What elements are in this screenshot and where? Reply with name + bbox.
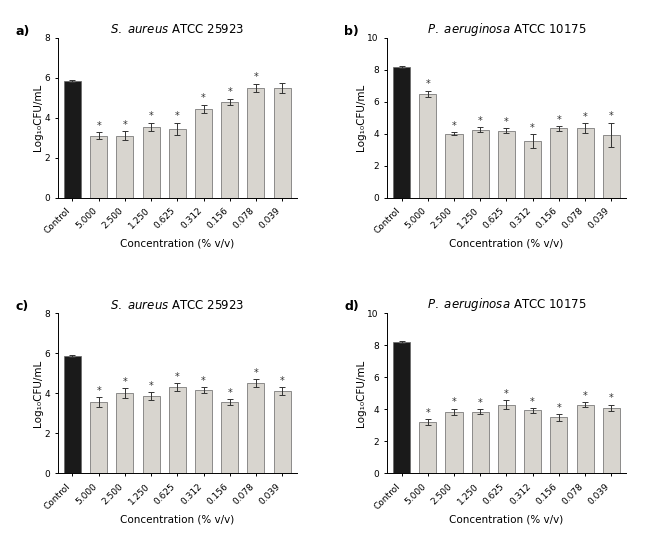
Title: $\it{S.\ aureus}$ ATCC 25923: $\it{S.\ aureus}$ ATCC 25923 — [110, 24, 244, 37]
Y-axis label: Log₁₀CFU/mL: Log₁₀CFU/mL — [356, 360, 366, 427]
Bar — [602, 408, 620, 473]
Text: *: * — [253, 72, 258, 82]
Text: *: * — [149, 381, 154, 391]
Text: *: * — [175, 111, 180, 122]
Bar — [248, 88, 264, 198]
Text: *: * — [123, 120, 127, 130]
Text: *: * — [582, 391, 588, 401]
Bar — [195, 109, 212, 198]
Text: *: * — [609, 393, 613, 404]
Text: *: * — [149, 111, 154, 122]
Bar — [577, 405, 593, 473]
Bar — [169, 129, 186, 198]
Bar — [524, 141, 541, 198]
Bar — [393, 342, 410, 473]
Bar — [550, 128, 568, 198]
Text: c): c) — [15, 300, 28, 314]
Bar — [90, 402, 107, 473]
Text: *: * — [530, 123, 535, 133]
Y-axis label: Log₁₀CFU/mL: Log₁₀CFU/mL — [33, 360, 43, 427]
Bar — [471, 130, 489, 198]
Title: $\it{P.\ aeruginosa}$ ATCC 10175: $\it{P.\ aeruginosa}$ ATCC 10175 — [426, 296, 586, 313]
Text: *: * — [478, 398, 482, 408]
Text: *: * — [280, 376, 284, 386]
Text: *: * — [96, 121, 101, 131]
Text: b): b) — [344, 25, 359, 38]
Text: a): a) — [15, 25, 30, 38]
Text: *: * — [478, 116, 482, 126]
Bar — [550, 417, 568, 473]
Text: *: * — [426, 408, 430, 418]
X-axis label: Concentration (% v/v): Concentration (% v/v) — [450, 514, 564, 524]
Bar — [471, 412, 489, 473]
Bar — [524, 410, 541, 473]
Text: *: * — [451, 398, 457, 407]
Bar — [577, 128, 593, 198]
Text: d): d) — [344, 300, 359, 314]
Bar — [498, 131, 515, 198]
Text: *: * — [123, 377, 127, 387]
Text: *: * — [426, 79, 430, 89]
Bar — [446, 412, 462, 473]
Title: $\it{S.\ aureus}$ ATCC 25923: $\it{S.\ aureus}$ ATCC 25923 — [110, 299, 244, 312]
Bar — [90, 136, 107, 198]
Bar — [273, 88, 291, 198]
Text: *: * — [201, 94, 206, 103]
Text: *: * — [609, 111, 613, 121]
X-axis label: Concentration (% v/v): Concentration (% v/v) — [450, 238, 564, 249]
Bar — [419, 94, 436, 198]
Bar — [419, 422, 436, 473]
Bar — [143, 397, 159, 473]
Text: *: * — [201, 376, 206, 386]
Text: *: * — [557, 403, 561, 413]
Bar — [116, 393, 134, 473]
Bar — [169, 387, 186, 473]
Text: *: * — [582, 112, 588, 122]
Bar — [221, 402, 238, 473]
Bar — [64, 81, 81, 198]
X-axis label: Concentration (% v/v): Concentration (% v/v) — [120, 238, 234, 249]
Text: *: * — [557, 115, 561, 125]
Bar — [221, 102, 238, 198]
Bar — [143, 127, 159, 198]
Text: *: * — [227, 87, 232, 97]
Text: *: * — [504, 388, 509, 399]
Bar — [195, 391, 212, 473]
Bar — [498, 405, 515, 473]
Text: *: * — [253, 368, 258, 378]
Y-axis label: Log₁₀CFU/mL: Log₁₀CFU/mL — [356, 84, 366, 151]
Text: *: * — [530, 397, 535, 407]
Text: *: * — [175, 372, 180, 382]
Bar — [602, 134, 620, 198]
Bar — [116, 136, 134, 198]
Text: *: * — [504, 117, 509, 127]
Text: *: * — [451, 121, 457, 131]
Bar — [248, 383, 264, 473]
Title: $\it{P.\ aeruginosa}$ ATCC 10175: $\it{P.\ aeruginosa}$ ATCC 10175 — [426, 20, 586, 38]
Y-axis label: Log₁₀CFU/mL: Log₁₀CFU/mL — [33, 84, 43, 151]
Text: *: * — [227, 388, 232, 398]
Bar — [273, 391, 291, 473]
X-axis label: Concentration (% v/v): Concentration (% v/v) — [120, 514, 234, 524]
Bar — [393, 67, 410, 198]
Bar — [446, 134, 462, 198]
Bar — [64, 356, 81, 473]
Text: *: * — [96, 386, 101, 396]
